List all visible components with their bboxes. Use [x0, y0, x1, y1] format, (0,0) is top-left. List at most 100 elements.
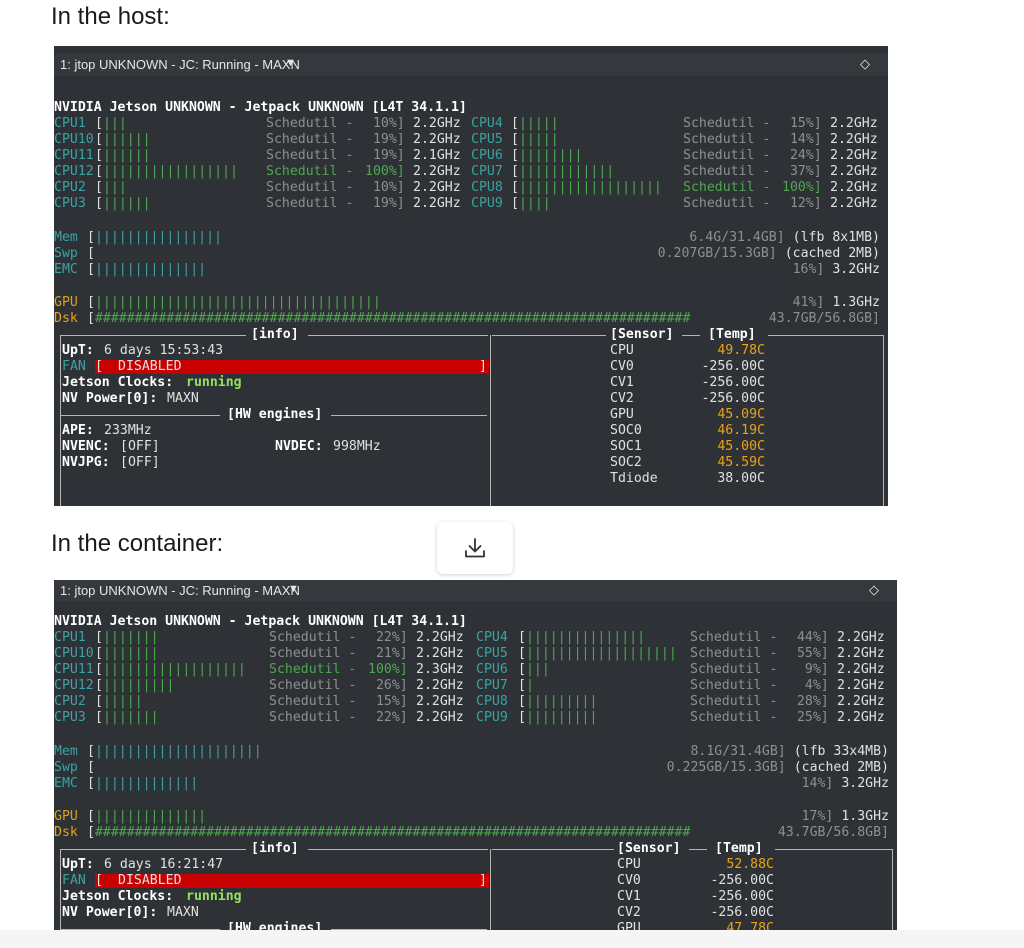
- jetson-header: NVIDIA Jetson UNKNOWN - Jetpack UNKNOWN …: [54, 100, 467, 115]
- emc-label: EMC: [54, 776, 78, 791]
- cpu-governor: Schedutil: [683, 180, 755, 195]
- cpu-label: CPU7: [476, 678, 508, 693]
- diamond-icon[interactable]: ◇: [869, 582, 879, 597]
- cpu-percent: 28%]: [796, 694, 829, 709]
- swp-extra: (cached 2MB): [784, 246, 880, 261]
- cpu-percent: 19%]: [372, 132, 405, 147]
- cpu-label: CPU10: [54, 132, 94, 147]
- cpu-dash: -: [754, 132, 771, 147]
- ape-label: APE:: [62, 423, 94, 438]
- nvdec-label: NVDEC:: [275, 439, 323, 454]
- cpu-label: CPU1: [54, 630, 86, 645]
- cpu-dash: -: [337, 180, 354, 195]
- cpu-frequency: 2.2GHz: [416, 694, 464, 709]
- sensor-temp: -256.00C: [701, 359, 765, 374]
- sensor-name: Tdiode: [610, 471, 658, 486]
- chevron-down-icon[interactable]: ▼: [288, 583, 299, 595]
- fan-status: DISABLED: [118, 359, 182, 374]
- nvdec-value: 998MHz: [333, 439, 381, 454]
- cpu-governor: Schedutil: [269, 630, 341, 645]
- sensor-name: CV0: [617, 873, 641, 888]
- emc-label: EMC: [54, 262, 78, 277]
- cpu-percent: 22%]: [375, 710, 408, 725]
- chevron-down-icon[interactable]: ▼: [285, 57, 296, 69]
- jetson-clocks-label: Jetson Clocks:: [62, 889, 174, 904]
- cpu-percent: 19%]: [372, 148, 405, 163]
- cpu-label: CPU3: [54, 196, 86, 211]
- cpu-usage-bar: [|||||||||: [518, 710, 598, 725]
- cpu-dash: -: [340, 678, 357, 693]
- cpu-percent: 26%]: [375, 678, 408, 693]
- cpu-governor: Schedutil: [266, 196, 338, 211]
- cpu-percent: 12%]: [789, 196, 822, 211]
- cpu-frequency: 2.3GHz: [416, 662, 464, 677]
- nvjpg-label: NVJPG:: [62, 455, 110, 470]
- cpu-usage-bar: [|||||||||||||||: [518, 630, 646, 645]
- mem-value: 6.4G/31.4GB]: [689, 230, 785, 245]
- info-divider: [490, 335, 491, 506]
- cpu-label: CPU5: [471, 132, 503, 147]
- cpu-frequency: 2.2GHz: [830, 180, 878, 195]
- temp-title: [Temp]: [708, 327, 756, 342]
- swp-label: Swp: [54, 246, 78, 261]
- sensor-border-right: [892, 849, 893, 930]
- cpu-dash: -: [761, 678, 778, 693]
- cpu-label: CPU7: [471, 164, 503, 179]
- cpu-frequency: 2.2GHz: [413, 180, 461, 195]
- sensor-name: CV2: [617, 905, 641, 920]
- sensor-temp: 45.59C: [717, 455, 765, 470]
- hw-border-left: [60, 415, 220, 416]
- cpu-governor: Schedutil: [683, 164, 755, 179]
- host-terminal-window[interactable]: 1: jtop UNKNOWN - JC: Running - MAXN ▼ ◇…: [54, 54, 888, 506]
- sensor-name: CV1: [610, 375, 634, 390]
- top-toolbar-remnant: [54, 46, 888, 54]
- cpu-frequency: 2.2GHz: [837, 630, 885, 645]
- sensor-temp: -256.00C: [710, 873, 774, 888]
- container-terminal-window[interactable]: 1: jtop UNKNOWN - JC: Running - MAXN ▼ ◇…: [54, 580, 897, 930]
- cpu-label: CPU2: [54, 180, 86, 195]
- cpu-governor: Schedutil: [269, 678, 341, 693]
- bottom-page-edge: [0, 930, 1024, 948]
- disk-bar: [#######################################…: [87, 825, 691, 840]
- sensor-name: CV2: [610, 391, 634, 406]
- cpu-frequency: 2.2GHz: [416, 678, 464, 693]
- info-border-left: [60, 335, 61, 506]
- diamond-icon[interactable]: ◇: [860, 56, 870, 71]
- cpu-frequency: 2.2GHz: [837, 646, 885, 661]
- cpu-usage-bar: [||||||||||||||||||: [511, 180, 662, 195]
- sensor-name: CPU: [617, 857, 641, 872]
- cpu-dash: -: [337, 116, 354, 131]
- cpu-percent: 44%]: [796, 630, 829, 645]
- container-heading: In the container:: [51, 530, 224, 557]
- hw-border-left: [60, 929, 220, 930]
- cpu-label: CPU12: [54, 164, 94, 179]
- mem-extra: (lfb 8x1MB): [792, 230, 880, 245]
- sensor-temp: 45.09C: [717, 407, 765, 422]
- swp-value: 0.207GB/15.3GB]: [657, 246, 777, 261]
- cpu-percent: 19%]: [372, 196, 405, 211]
- fan-bracket-open: [: [95, 873, 103, 888]
- disk-label: Dsk: [54, 825, 78, 840]
- nvenc-value: [OFF]: [120, 439, 160, 454]
- nvenc-label: NVENC:: [62, 439, 110, 454]
- sensor-border-top-left: [492, 849, 614, 850]
- nv-power-value: MAXN: [167, 391, 199, 406]
- fan-status-bar: [95, 874, 489, 888]
- sensor-name: SOC0: [610, 423, 642, 438]
- cpu-dash: -: [340, 710, 357, 725]
- nv-power-label: NV Power[0]:: [62, 905, 158, 920]
- cpu-label: CPU8: [471, 180, 503, 195]
- cpu-dash: -: [754, 116, 771, 131]
- emc-value: 14%]: [801, 776, 834, 791]
- cpu-frequency: 2.2GHz: [413, 164, 461, 179]
- download-button[interactable]: [437, 522, 513, 574]
- sensor-temp: -256.00C: [710, 889, 774, 904]
- cpu-label: CPU11: [54, 662, 94, 677]
- cpu-governor: Schedutil: [266, 180, 338, 195]
- cpu-label: CPU9: [471, 196, 503, 211]
- cpu-governor: Schedutil: [266, 116, 338, 131]
- nv-power-label: NV Power[0]:: [62, 391, 158, 406]
- cpu-dash: -: [340, 646, 357, 661]
- cpu-frequency: 2.2GHz: [830, 132, 878, 147]
- fan-label: FAN: [62, 873, 86, 888]
